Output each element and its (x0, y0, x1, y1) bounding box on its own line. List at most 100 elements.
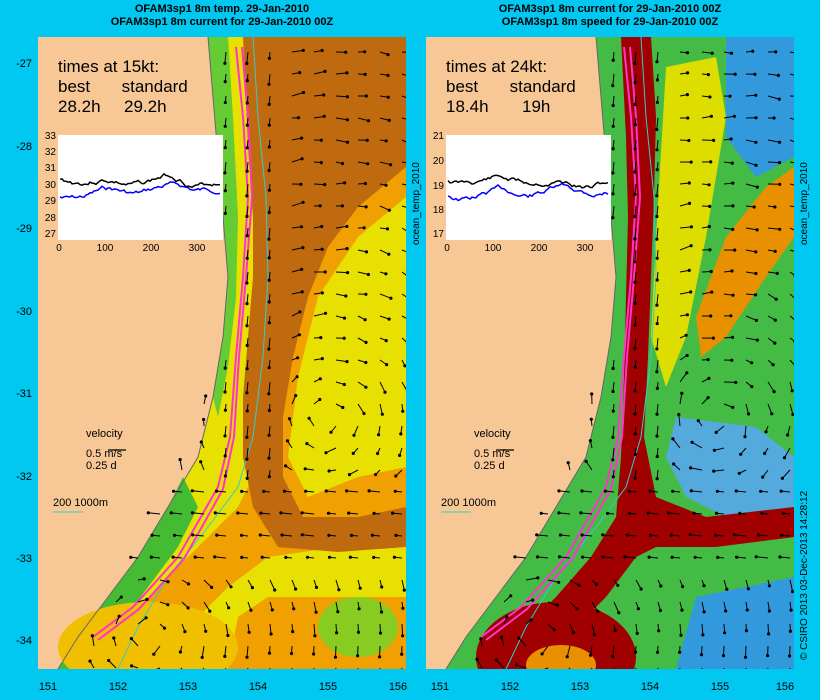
current-vector-head (581, 555, 585, 559)
current-vector (326, 490, 337, 493)
current-vector-head (633, 147, 637, 151)
current-vector-head (611, 409, 615, 413)
current-vector (715, 425, 725, 433)
right-times-heading: times at 24kt: (446, 57, 548, 76)
current-vector-head (646, 511, 650, 515)
current-vector-head (245, 146, 249, 150)
current-vector-head (712, 138, 716, 142)
current-vector (225, 623, 229, 636)
current-vector-head (611, 58, 615, 62)
current-vector-head (344, 50, 348, 54)
current-vector-head (571, 631, 575, 635)
current-vector-head (708, 248, 712, 252)
current-vector-head (300, 290, 304, 294)
current-vector-head (296, 116, 301, 120)
current-vector-head (327, 469, 331, 473)
current-vector (656, 205, 659, 217)
current-vector-head (729, 51, 734, 55)
current-vector (401, 205, 406, 208)
current-vector-head (267, 300, 271, 304)
current-vector (701, 601, 705, 613)
current-vector-head (152, 652, 156, 656)
current-vector-head (364, 360, 368, 365)
current-vector-head (505, 615, 509, 619)
current-vector-head (356, 630, 361, 634)
left-best-label: best (58, 77, 91, 96)
current-vector-head (298, 71, 302, 75)
left-title-line2: OFAM3sp1 8m current for 29-Jan-2010 00Z (110, 16, 334, 28)
current-vector (401, 73, 406, 76)
current-vector (379, 403, 383, 415)
current-vector-head (347, 473, 352, 477)
current-vector-head (633, 476, 637, 480)
current-vector (379, 381, 386, 393)
current-vector (591, 623, 595, 635)
current-vector-head (767, 584, 771, 588)
current-vector-head (778, 227, 782, 231)
current-vector-head (633, 192, 637, 196)
right-best-label: best (446, 77, 479, 96)
current-vector-head (320, 247, 324, 251)
current-vector (758, 534, 769, 537)
current-vector-head (403, 364, 406, 368)
current-vector-head (245, 367, 249, 371)
current-vector-head (766, 654, 770, 658)
current-vector-head (267, 256, 271, 260)
current-vector-head (655, 347, 659, 351)
current-vector (745, 139, 757, 143)
current-vector (171, 512, 183, 515)
lon-tick: 152 (108, 681, 128, 693)
right-current-vectors (475, 49, 794, 669)
current-vector-head (345, 95, 349, 99)
current-vector-head (594, 582, 598, 587)
current-vector-head (648, 533, 652, 537)
right-isobath (505, 37, 657, 669)
current-vector (291, 158, 303, 163)
current-vector-head (340, 204, 344, 208)
current-vector-head (655, 256, 659, 260)
current-vector (656, 293, 659, 306)
current-vector-head (345, 140, 350, 144)
current-vector (246, 271, 249, 284)
current-vector-head (635, 631, 639, 636)
current-vector-head (731, 181, 735, 185)
current-vector-head (754, 93, 758, 97)
current-vector (558, 490, 571, 493)
current-vector-head (588, 439, 592, 443)
current-vector (756, 556, 769, 559)
current-vector-head (364, 385, 368, 389)
current-vector-head (169, 511, 173, 515)
current-vector-head (636, 607, 640, 611)
current-vector-head (223, 390, 227, 394)
current-vector (679, 623, 682, 636)
current-vector-head (685, 51, 690, 55)
current-vector-head (385, 227, 390, 231)
current-vector-head (319, 161, 323, 165)
current-vector-head (345, 224, 349, 228)
current-vector (745, 271, 756, 274)
current-vector-head (366, 162, 370, 166)
lon-tick: 155 (318, 681, 338, 693)
current-vector-head (535, 533, 539, 537)
current-vector-head (363, 181, 367, 186)
current-vector-head (267, 366, 271, 370)
current-vector-head (267, 210, 271, 215)
current-vector-head (312, 652, 316, 656)
current-vector-head (707, 376, 711, 380)
current-vector-head (685, 313, 689, 317)
current-vector (346, 490, 359, 493)
current-vector-head (688, 533, 692, 537)
current-vector (401, 117, 406, 120)
current-vector-head (149, 555, 153, 559)
current-vector-head (384, 183, 388, 187)
current-vector (246, 205, 249, 217)
current-vector-head (88, 659, 92, 663)
left-inset-chart (58, 135, 223, 240)
current-vector (656, 227, 659, 240)
current-vector-head (751, 49, 755, 53)
current-vector-head (107, 658, 111, 663)
current-vector-head (365, 138, 369, 142)
left-inset-xtick: 200 (142, 243, 160, 254)
current-vector-head (710, 290, 714, 294)
current-vector-head (366, 272, 370, 277)
